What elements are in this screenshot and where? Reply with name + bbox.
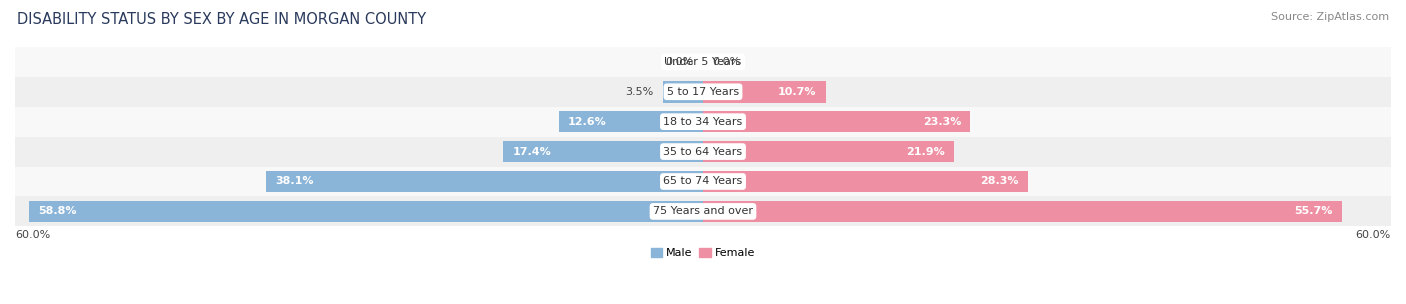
Text: 38.1%: 38.1% [276,177,314,186]
Bar [558,111,703,133]
Text: 35 to 64 Years: 35 to 64 Years [664,147,742,157]
Text: 0.0%: 0.0% [713,57,741,67]
Text: 18 to 34 Years: 18 to 34 Years [664,117,742,127]
Text: 21.9%: 21.9% [907,147,945,157]
Text: 5 to 17 Years: 5 to 17 Years [666,87,740,97]
Text: 60.0%: 60.0% [1355,230,1391,240]
Text: 17.4%: 17.4% [513,147,551,157]
Text: 12.6%: 12.6% [568,117,606,127]
Bar [15,107,1391,136]
Bar [703,81,825,102]
Text: 0.0%: 0.0% [665,57,693,67]
Bar [703,111,970,133]
Bar [703,171,1028,192]
Bar [703,141,955,162]
Text: 58.8%: 58.8% [38,206,76,216]
Text: Source: ZipAtlas.com: Source: ZipAtlas.com [1271,12,1389,22]
Text: 75 Years and over: 75 Years and over [652,206,754,216]
Text: Under 5 Years: Under 5 Years [665,57,741,67]
Bar [503,141,703,162]
Bar [28,201,703,222]
Bar [15,136,1391,167]
Text: 65 to 74 Years: 65 to 74 Years [664,177,742,186]
Bar [15,167,1391,196]
Bar [703,201,1341,222]
Text: 28.3%: 28.3% [980,177,1018,186]
Legend: Male, Female: Male, Female [647,243,759,262]
Bar [266,171,703,192]
Bar [15,47,1391,77]
Bar [15,196,1391,226]
Text: DISABILITY STATUS BY SEX BY AGE IN MORGAN COUNTY: DISABILITY STATUS BY SEX BY AGE IN MORGA… [17,12,426,27]
Text: 3.5%: 3.5% [626,87,654,97]
Bar [662,81,703,102]
Text: 60.0%: 60.0% [15,230,51,240]
Bar [15,77,1391,107]
Text: 10.7%: 10.7% [778,87,817,97]
Text: 23.3%: 23.3% [922,117,960,127]
Text: 55.7%: 55.7% [1294,206,1333,216]
